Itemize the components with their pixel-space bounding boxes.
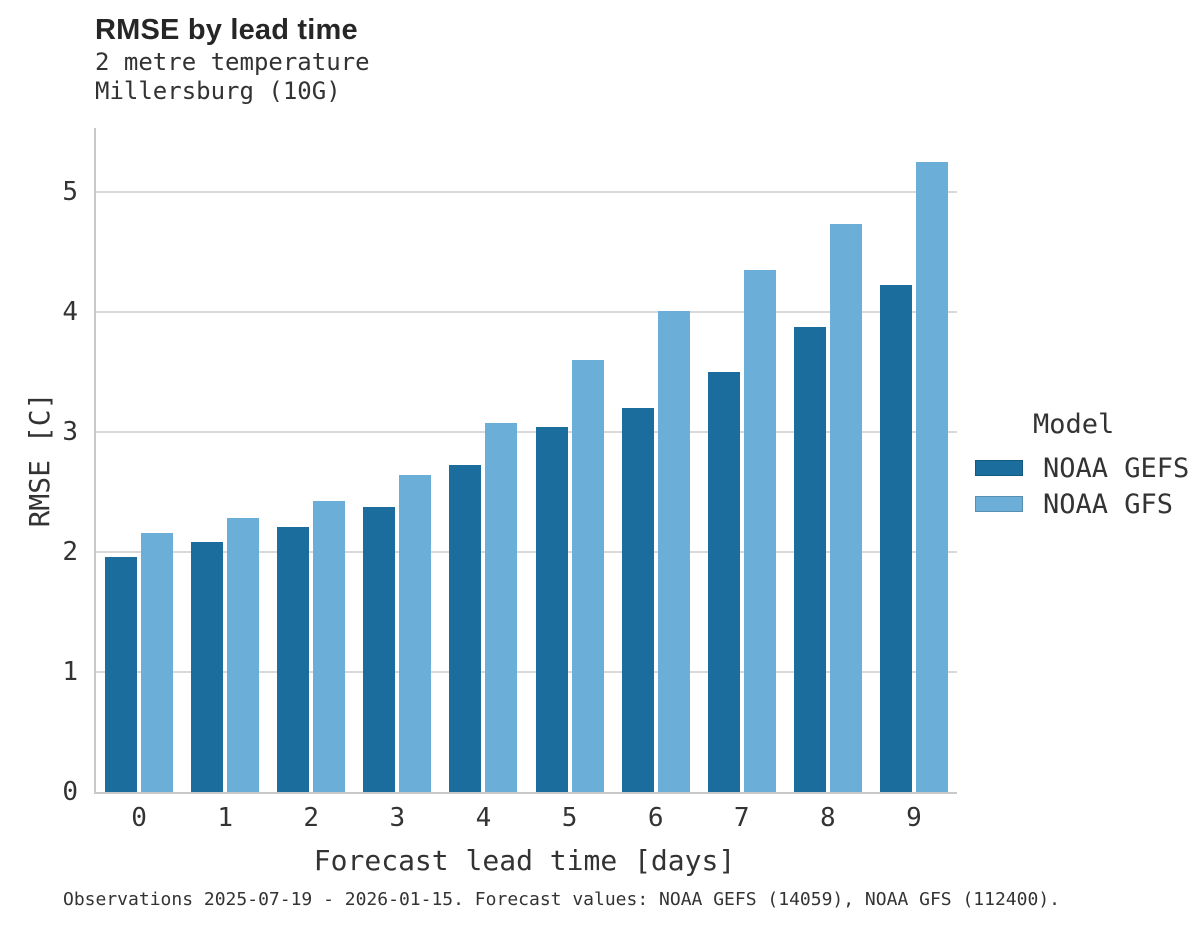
bar-group-day-7 xyxy=(707,269,776,792)
caption: Observations 2025-07-19 - 2026-01-15. Fo… xyxy=(63,889,1060,910)
y-tick-label-1: 1 xyxy=(62,656,78,687)
gridline-1 xyxy=(96,670,957,673)
bar-noaa-gefs-day-7 xyxy=(707,371,740,792)
bar-noaa-gfs-day-6 xyxy=(657,310,690,792)
legend-swatch-noaa-gefs xyxy=(975,460,1023,476)
x-tick-label-1: 1 xyxy=(217,803,233,833)
legend-label-noaa-gefs: NOAA GEFS xyxy=(1043,452,1190,484)
bar-noaa-gefs-day-5 xyxy=(535,427,568,792)
x-tick-label-3: 3 xyxy=(389,803,406,833)
bar-noaa-gfs-day-3 xyxy=(399,475,432,792)
bar-noaa-gfs-day-2 xyxy=(313,501,346,792)
bar-noaa-gefs-day-9 xyxy=(879,285,912,792)
bar-noaa-gefs-day-3 xyxy=(363,507,396,792)
legend: Model NOAA GEFS NOAA GFS xyxy=(975,408,1189,522)
y-tick-label-0: 0 xyxy=(62,777,78,807)
bar-noaa-gfs-day-8 xyxy=(829,224,862,792)
bar-group-day-0 xyxy=(105,532,174,792)
legend-label-noaa-gfs: NOAA GFS xyxy=(1043,488,1174,520)
bar-noaa-gfs-day-4 xyxy=(485,423,518,792)
chart-header: RMSE by lead time 2 metre temperature Mi… xyxy=(95,12,370,106)
bar-noaa-gfs-day-1 xyxy=(227,518,260,792)
bar-noaa-gefs-day-1 xyxy=(191,542,224,792)
x-tick-label-7: 7 xyxy=(733,803,750,833)
x-tick-label-6: 6 xyxy=(647,803,664,833)
x-tick-label-0: 0 xyxy=(131,803,147,833)
bar-noaa-gefs-day-4 xyxy=(449,465,482,792)
x-tick-label-9: 9 xyxy=(906,803,922,833)
legend-title: Model xyxy=(1033,409,1115,440)
bar-group-day-6 xyxy=(621,310,690,792)
bar-group-day-4 xyxy=(449,423,518,792)
bar-group-day-9 xyxy=(879,161,948,792)
gridline-2 xyxy=(96,550,957,553)
bar-noaa-gefs-day-6 xyxy=(621,407,654,792)
bar-group-day-2 xyxy=(277,501,346,792)
bar-group-day-1 xyxy=(191,518,260,792)
bar-noaa-gefs-day-8 xyxy=(793,327,826,792)
x-tick-label-4: 4 xyxy=(475,803,492,833)
y-tick-labels: 0 1 2 3 4 5 xyxy=(0,128,78,807)
chart-title: RMSE by lead time xyxy=(95,14,358,46)
chart-subtitle-location: Millersburg (10G) xyxy=(95,77,341,105)
y-tick-label-3: 3 xyxy=(62,416,78,447)
x-tick-label-5: 5 xyxy=(561,803,578,833)
bar-group-day-5 xyxy=(535,359,604,792)
gridline-4 xyxy=(96,310,957,313)
bar-group-day-3 xyxy=(363,475,432,792)
bar-noaa-gfs-day-0 xyxy=(141,532,174,792)
legend-swatch-noaa-gfs xyxy=(975,496,1023,512)
y-tick-label-2: 2 xyxy=(62,536,78,567)
bar-group-day-8 xyxy=(793,224,862,792)
gridline-3 xyxy=(96,430,957,433)
x-tick-labels: 0 1 2 3 4 5 6 7 8 9 xyxy=(96,802,957,836)
x-axis-title: Forecast lead time [days] xyxy=(313,844,736,877)
bar-noaa-gfs-day-9 xyxy=(915,161,948,792)
legend-entry-noaa-gefs: NOAA GEFS xyxy=(975,450,1189,486)
y-tick-label-4: 4 xyxy=(62,296,78,327)
chart-subtitle-variable: 2 metre temperature xyxy=(95,48,370,76)
legend-entries: NOAA GEFS NOAA GFS xyxy=(975,450,1189,522)
gridline-5 xyxy=(96,190,957,193)
bar-noaa-gfs-day-5 xyxy=(571,359,604,792)
bar-noaa-gefs-day-2 xyxy=(277,526,310,792)
x-tick-label-2: 2 xyxy=(303,803,320,833)
y-tick-label-5: 5 xyxy=(62,176,78,207)
plot-panel xyxy=(94,128,957,794)
bar-noaa-gefs-day-0 xyxy=(105,556,138,792)
x-tick-label-8: 8 xyxy=(820,803,836,833)
legend-entry-noaa-gfs: NOAA GFS xyxy=(975,486,1189,522)
bar-noaa-gfs-day-7 xyxy=(743,269,776,792)
